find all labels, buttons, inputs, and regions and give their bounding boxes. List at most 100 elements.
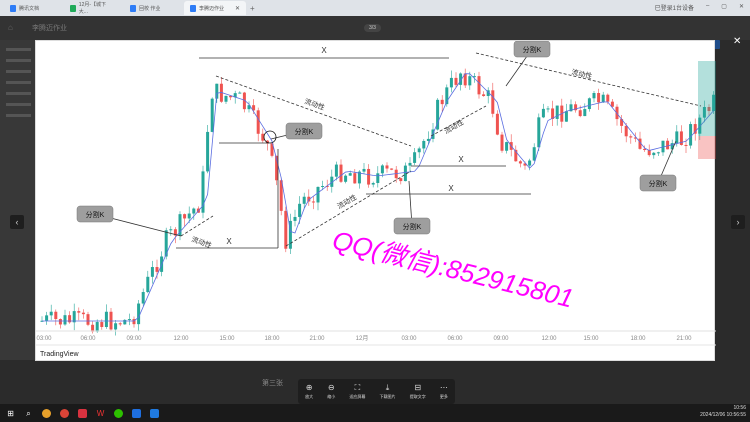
tab-tencent-docs[interactable]: 腾讯文档: [4, 1, 60, 15]
windows-start-icon[interactable]: ⊞: [7, 408, 14, 418]
candle-body: [256, 110, 260, 134]
candle-body: [495, 113, 499, 135]
candle-body: [482, 94, 486, 97]
time-axis-tick: 09:00: [493, 336, 509, 342]
liquidity-label: 流动性: [336, 192, 359, 210]
candle-body: [357, 171, 361, 184]
maximize-button[interactable]: ▢: [721, 4, 727, 10]
candle-body: [293, 216, 297, 221]
candle-body: [693, 124, 697, 134]
chart-image: 03:00 06:00 09:00 12:00 15:00 18:00 21:00 12月 03…: [35, 40, 716, 361]
previous-image-button[interactable]: ‹: [10, 215, 24, 229]
liquidity-label: 流动性: [571, 67, 593, 80]
split-candle-callout: [513, 41, 551, 58]
candle-body: [578, 110, 582, 117]
system-clock: 10:56 2024/12/06 10:56:55: [700, 405, 746, 418]
doc-icon: [190, 4, 196, 12]
candle-body: [233, 93, 237, 98]
candle-body: [546, 108, 550, 110]
range-label: X: [226, 237, 232, 246]
candlestick-chart: 03:00 06:00 09:00 12:00 15:00 18:00 21:00 12月 03…: [36, 41, 716, 358]
candle-body: [141, 292, 145, 304]
tradingview-logo: TradingView: [40, 351, 79, 358]
candle-body: [247, 105, 251, 110]
candle-body: [367, 168, 371, 185]
candle-body: [652, 152, 656, 156]
liquidity-trendline: [215, 75, 412, 147]
zoom-in-button[interactable]: ⊕ 放大: [305, 382, 314, 399]
wechat-icon[interactable]: [114, 408, 123, 418]
candle-body: [629, 136, 633, 138]
chrome-icon[interactable]: [60, 408, 69, 418]
fit-screen-button[interactable]: ⛶ 适应屏幕: [349, 382, 366, 399]
candle-body: [679, 131, 683, 145]
candle-body: [284, 210, 288, 249]
search-icon[interactable]: ⌕: [26, 408, 31, 418]
candle-body: [302, 196, 306, 204]
zoom-out-button[interactable]: ⊖ 缩小: [327, 382, 336, 399]
candle-body: [500, 134, 504, 151]
app-icon[interactable]: [78, 408, 87, 418]
candle-body: [334, 164, 338, 177]
close-viewer-icon[interactable]: ✕: [733, 36, 742, 47]
minimize-button[interactable]: –: [705, 3, 710, 9]
candle-body: [288, 220, 292, 249]
candle-body: [702, 106, 706, 118]
candle-body: [316, 186, 320, 203]
time-axis-tick: 21:00: [676, 336, 692, 342]
split-candle-label: 分割K: [649, 179, 668, 188]
tab-homework[interactable]: 回校 作业: [124, 1, 180, 15]
candle-body: [555, 105, 559, 119]
liquidity-trendline: [430, 105, 487, 137]
login-status[interactable]: 已登录1台设备: [654, 6, 694, 12]
candle-body: [422, 140, 426, 149]
candle-body: [72, 311, 76, 323]
docs-app-icon[interactable]: [150, 408, 159, 418]
extract-text-button[interactable]: ⊟ 提取文字: [409, 382, 426, 399]
wps-icon[interactable]: W: [96, 408, 105, 418]
candle-body: [528, 160, 532, 166]
candle-body: [238, 92, 242, 94]
close-tab-icon[interactable]: ✕: [234, 5, 240, 12]
candle-body: [229, 95, 233, 98]
candle-body: [491, 90, 495, 114]
time-axis-tick: 03:00: [401, 336, 417, 342]
contact-watermark: QQ(微信):852915801: [330, 225, 577, 314]
tab-active-homework[interactable]: 李腾迈作业 ✕: [184, 1, 246, 15]
time-axis-tick: 09:00: [126, 336, 142, 342]
new-tab-button[interactable]: +: [250, 3, 255, 13]
window-close-button[interactable]: ✕: [738, 4, 744, 10]
split-candle-label: 分割K: [523, 45, 542, 54]
candle-body: [380, 165, 384, 174]
candle-body: [45, 315, 49, 321]
candle-body: [408, 162, 412, 166]
candle-body: [155, 267, 159, 272]
candle-body: [261, 133, 265, 141]
browser-icon[interactable]: [42, 408, 51, 418]
next-image-button[interactable]: ›: [731, 215, 745, 229]
time-axis-tick: 15:00: [219, 336, 235, 342]
candle-body: [587, 98, 591, 110]
candle-body: [643, 148, 647, 151]
more-icon: ⋯: [439, 382, 448, 392]
candle-body: [532, 147, 536, 161]
candle-body: [390, 168, 394, 170]
range-label: X: [458, 155, 464, 164]
home-icon[interactable]: ⌂: [8, 23, 13, 32]
candle-body: [440, 99, 444, 105]
download-button[interactable]: ⤓ 下载图片: [379, 382, 396, 399]
candle-body: [77, 311, 81, 313]
candle-body: [118, 323, 122, 325]
more-button[interactable]: ⋯ 更多: [439, 382, 448, 399]
candle-body: [132, 319, 136, 325]
candle-body: [321, 186, 325, 188]
tencent-meeting-icon[interactable]: [132, 408, 141, 418]
time-axis-tick: 18:00: [264, 336, 280, 342]
candle-body: [68, 315, 72, 323]
candle-body: [178, 214, 182, 236]
candle-body: [224, 95, 228, 102]
tab-december-sheet[interactable]: 12月-【城下大...: [64, 1, 120, 15]
time-axis-tick: 06:00: [447, 336, 463, 342]
candle-body: [100, 322, 104, 328]
candle-body: [454, 77, 458, 85]
